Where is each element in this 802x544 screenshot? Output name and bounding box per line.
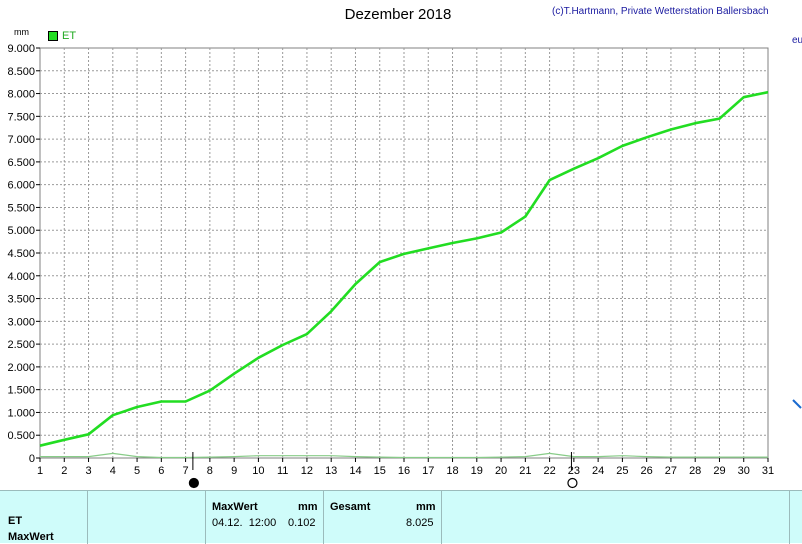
y-tick-label: 4.000	[7, 271, 35, 283]
x-tick-label: 31	[762, 465, 774, 477]
gesamt-header: Gesamt	[330, 501, 371, 513]
y-axis-ticks: 0 0.500 1.000 1.500 2.000 2.500 3.000 3.500 4.00…	[7, 43, 40, 465]
y-tick-label: 1.500	[7, 385, 35, 397]
gesamt-column: Gesamt mm 8.025	[324, 491, 442, 544]
x-tick-label: 17	[422, 465, 434, 477]
x-tick-label: 4	[110, 465, 116, 477]
summary-empty-column	[88, 491, 206, 544]
x-tick-label: 2	[61, 465, 67, 477]
legend-swatch-et	[48, 31, 58, 41]
y-tick-label: 2.000	[7, 362, 35, 374]
x-tick-label: 22	[543, 465, 555, 477]
summary-panel: ET MaxWert MaxWert mm 04.12. 12:00 0.102…	[0, 490, 802, 544]
grid	[39, 47, 769, 459]
x-tick-label: 19	[471, 465, 483, 477]
new-moon-marker	[567, 477, 578, 489]
y-tick-label: 5.500	[7, 202, 35, 214]
maxwert-date: 04.12. 12:00	[212, 517, 277, 529]
y-tick-label: 5.000	[7, 225, 35, 237]
x-tick-label: 7	[183, 465, 189, 477]
chart-canvas: 0 0.500 1.000 1.500 2.000 2.500 3.000 3.500 4.00…	[7, 35, 802, 489]
maxwert-unit: mm	[298, 501, 318, 513]
x-tick-label: 12	[301, 465, 313, 477]
right-edge-text: eu	[792, 35, 802, 46]
x-tick-label: 16	[398, 465, 410, 477]
x-tick-label: 6	[158, 465, 164, 477]
y-tick-label: 4.500	[7, 248, 35, 260]
x-tick-label: 20	[495, 465, 507, 477]
x-tick-label: 30	[738, 465, 750, 477]
y-tick-label: 3.000	[7, 316, 35, 328]
summary-spare-column	[442, 491, 790, 544]
x-tick-label: 23	[568, 465, 580, 477]
x-tick-label: 9	[231, 465, 237, 477]
maxwert-header: MaxWert	[212, 501, 258, 513]
maxwert-value: 0.102	[288, 517, 316, 529]
y-tick-label: 9.000	[7, 43, 35, 55]
y-tick-label: 7.500	[7, 111, 35, 123]
x-tick-label: 26	[641, 465, 653, 477]
y-tick-label: 6.500	[7, 157, 35, 169]
chart-title: Dezember 2018	[344, 6, 452, 23]
y-tick-label: 8.000	[7, 89, 35, 101]
arrow-icon	[792, 399, 802, 409]
x-tick-label: 8	[207, 465, 213, 477]
station-credit: (c)T.Hartmann, Private Wetterstation Bal…	[552, 6, 769, 17]
x-tick-label: 29	[713, 465, 725, 477]
series-line-secondary	[40, 452, 768, 459]
moon-markers	[188, 452, 578, 489]
x-tick-label: 3	[85, 465, 91, 477]
x-tick-label: 13	[325, 465, 337, 477]
summary-row-et: ET	[8, 515, 23, 527]
legend[interactable]: ET	[48, 30, 76, 42]
legend-label-et: ET	[62, 30, 77, 42]
y-tick-label: 3.500	[7, 294, 35, 306]
series-layer	[39, 90, 769, 459]
summary-label-column: ET MaxWert	[0, 491, 88, 544]
y-tick-label: 0.500	[7, 430, 35, 442]
y-tick-label: 8.500	[7, 66, 35, 78]
gesamt-value: 8.025	[406, 517, 434, 529]
maxwert-column: MaxWert mm 04.12. 12:00 0.102	[206, 491, 324, 544]
x-tick-label: 28	[689, 465, 701, 477]
x-tick-label: 15	[374, 465, 386, 477]
y-axis-unit: mm	[14, 27, 29, 37]
summary-row-maxwert: MaxWert	[8, 531, 54, 543]
y-tick-label: 0	[29, 453, 35, 465]
x-tick-label: 5	[134, 465, 140, 477]
x-tick-label: 21	[519, 465, 531, 477]
x-tick-label: 1	[37, 465, 43, 477]
x-tick-label: 24	[592, 465, 604, 477]
x-tick-label: 11	[277, 465, 288, 477]
x-tick-label: 25	[616, 465, 628, 477]
right-edge-decoration: eu	[792, 35, 802, 409]
full-moon-marker	[188, 477, 199, 489]
x-tick-label: 18	[446, 465, 458, 477]
y-tick-label: 6.000	[7, 180, 35, 192]
y-tick-label: 7.000	[7, 134, 35, 146]
series-line-et	[39, 90, 769, 447]
x-tick-label: 14	[349, 465, 361, 477]
y-tick-label: 1.000	[7, 407, 35, 419]
x-tick-label: 10	[252, 465, 264, 477]
x-tick-label: 27	[665, 465, 677, 477]
y-tick-label: 2.500	[7, 339, 35, 351]
gesamt-unit: mm	[416, 501, 436, 513]
x-axis-ticks: 1 2 3 4 5 6 7 8 9 10 11 12 13 14 15 16 17 18 19 20 21 22 23 24 2…	[37, 458, 774, 477]
